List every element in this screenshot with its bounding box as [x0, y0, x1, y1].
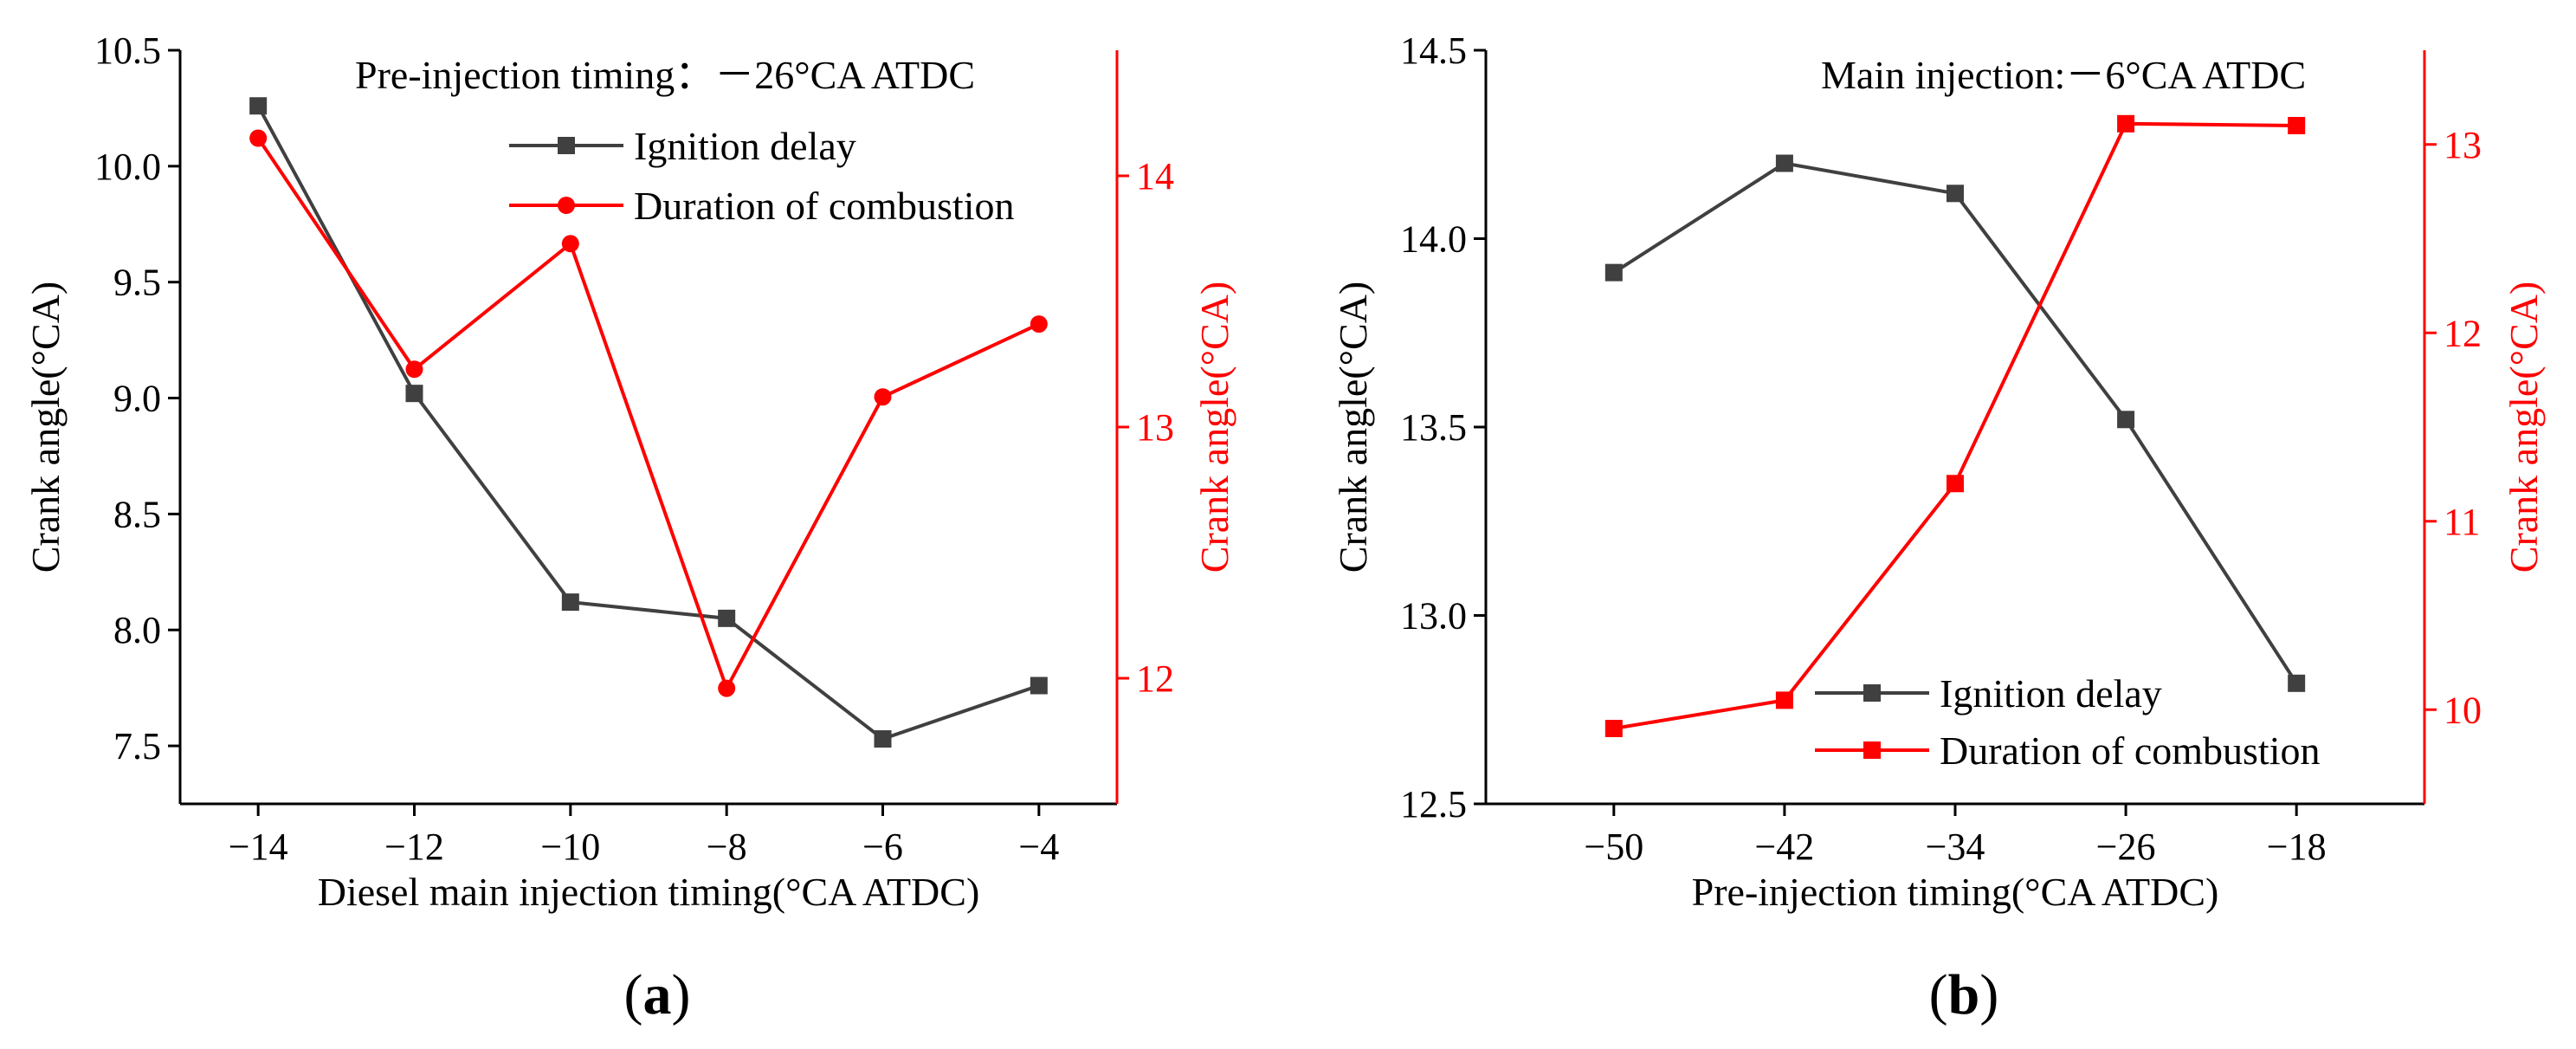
data-point — [1947, 475, 1964, 493]
x-tick-label: −6 — [862, 826, 903, 868]
legend-marker — [1863, 684, 1881, 702]
x-tick-label: −50 — [1584, 826, 1643, 868]
y-left-tick-label: 8.5 — [113, 493, 161, 535]
caption-letter: b — [1948, 963, 1980, 1026]
y-axis-left-title: Crank angle(°CA) — [23, 282, 68, 573]
x-tick-label: −4 — [1018, 826, 1059, 868]
caption-close: ) — [672, 963, 691, 1026]
x-tick-label: −14 — [229, 826, 288, 868]
series-line-duration — [1613, 121, 2297, 730]
y-left-tick-label: 13.5 — [1400, 406, 1467, 449]
data-point — [2117, 411, 2135, 429]
data-point — [561, 593, 579, 612]
x-axis-title: Diesel main injection timing(°CA ATDC) — [318, 870, 980, 914]
data-point — [2288, 117, 2306, 134]
panel-caption: (b) — [1929, 963, 1999, 1026]
y-left-tick-label: 13.0 — [1400, 595, 1467, 638]
data-point — [249, 97, 268, 115]
y-left-tick-label: 9.5 — [113, 262, 161, 304]
data-point — [1604, 720, 1623, 737]
y-left-tick-label: 14.0 — [1400, 218, 1467, 261]
x-axis-title: Pre-injection timing(°CA ATDC) — [1692, 870, 2219, 914]
data-point — [874, 388, 892, 406]
y-axis-right-title: Crank angle(°CA) — [2502, 282, 2546, 573]
chart-panel-b: −50 −42 −34 −26 −18 12.5 13.0 13.5 14.0 14.5 10 11 1… — [1331, 29, 2546, 1026]
y-right-tick-label: 14 — [1136, 155, 1174, 197]
x-tick-label: −8 — [707, 826, 747, 868]
data-point — [718, 679, 736, 697]
data-point — [405, 385, 423, 403]
caption-letter: a — [643, 963, 672, 1026]
x-tick-label: −34 — [1926, 826, 1985, 868]
y-axis-right-title: Crank angle(°CA) — [1192, 282, 1236, 573]
legend-marker — [1863, 741, 1881, 759]
y-left-tick-label: 10.0 — [94, 146, 161, 188]
x-tick-label: −42 — [1754, 826, 1814, 868]
caption-open: ( — [624, 963, 643, 1026]
data-point — [1604, 263, 1623, 282]
panel-caption: (a) — [624, 963, 691, 1026]
annotation: Pre-injection timing：－26°CA ATDC — [355, 53, 975, 97]
data-point — [2288, 674, 2306, 692]
data-point — [249, 129, 268, 147]
y-right-tick-label: 10 — [2444, 689, 2482, 731]
y-right-tick-label: 12 — [1136, 657, 1174, 700]
data-point — [2117, 114, 2135, 133]
y-axis-left-title: Crank angle(°CA) — [1331, 282, 1375, 573]
data-point — [1775, 154, 1793, 172]
legend-label: Duration of combustion — [634, 184, 1015, 228]
data-point — [1030, 677, 1048, 695]
annotation: Main injection:－6°CA ATDC — [1821, 53, 2306, 97]
series-line-ignition-delay — [256, 105, 1040, 741]
data-point — [561, 235, 579, 253]
y-left-tick-label: 12.5 — [1400, 783, 1467, 826]
y-right-tick-label: 12 — [2444, 312, 2482, 354]
x-tick-label: −10 — [540, 826, 600, 868]
y-left-tick-label: 8.0 — [113, 609, 161, 651]
series-line-duration — [256, 137, 1040, 693]
caption-open: ( — [1929, 963, 1948, 1026]
legend-marker — [558, 137, 575, 154]
data-point — [1030, 315, 1048, 333]
y-left-tick-label: 14.5 — [1400, 29, 1467, 72]
y-left-tick-label: 7.5 — [113, 725, 161, 767]
data-point — [718, 609, 736, 627]
legend-marker — [558, 197, 575, 214]
data-point — [874, 730, 892, 748]
caption-close: ) — [1979, 963, 1998, 1026]
y-right-tick-label: 11 — [2444, 501, 2480, 543]
y-right-tick-label: 13 — [2444, 124, 2482, 166]
x-tick-label: −18 — [2267, 826, 2327, 868]
data-point — [1947, 185, 1964, 203]
chart-panel-a: −14 −12 −10 −8 −6 −4 7.5 8.0 8.5 9.0 9.5 10.0 10.5 12… — [23, 29, 1236, 1026]
series-line-ignition-delay — [1612, 161, 2298, 684]
x-tick-label: −12 — [384, 826, 444, 868]
y-left-tick-label: 9.0 — [113, 378, 161, 420]
legend-label: Ignition delay — [634, 124, 856, 168]
x-tick-label: −26 — [2096, 826, 2156, 868]
legend-label: Duration of combustion — [1940, 728, 2321, 773]
y-left-tick-label: 10.5 — [94, 29, 161, 72]
data-point — [1775, 691, 1793, 709]
legend-label: Ignition delay — [1940, 671, 2162, 716]
y-right-tick-label: 13 — [1136, 406, 1174, 449]
data-point — [405, 360, 423, 379]
